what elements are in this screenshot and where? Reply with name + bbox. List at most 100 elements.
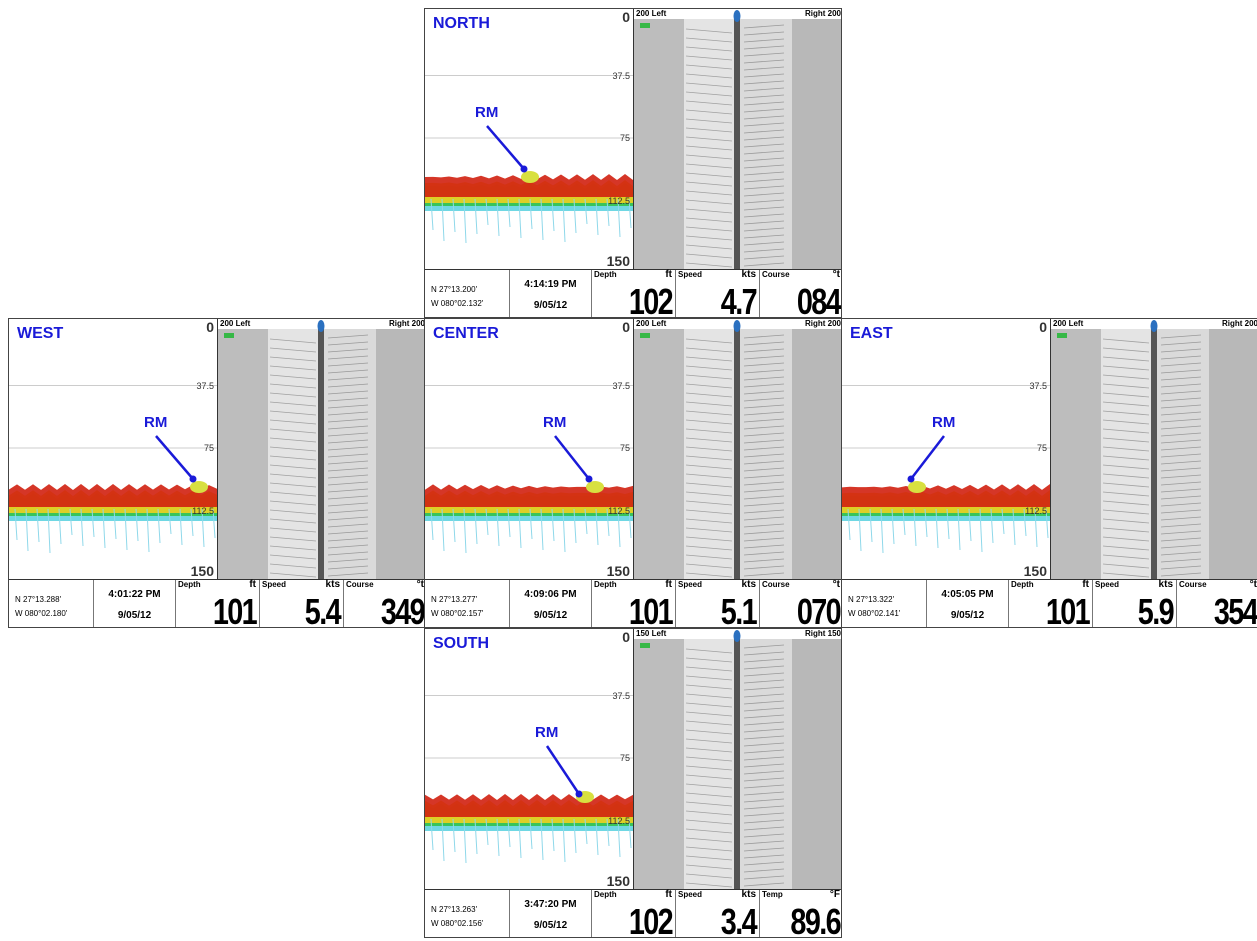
- texture: [685, 648, 733, 654]
- texture: [685, 837, 733, 843]
- clutter: [562, 508, 566, 553]
- clutter: [441, 198, 445, 242]
- sonar-panel: 0 37.5 75 112.5 150 WEST RM 200 Left Right 200 N …: [8, 318, 426, 628]
- image-band: [634, 639, 684, 889]
- clutter: [540, 818, 544, 861]
- texture: [1160, 502, 1202, 507]
- texture: [327, 404, 369, 409]
- texture: [743, 432, 785, 437]
- texture: [743, 45, 785, 50]
- texture: [1102, 410, 1150, 416]
- texture: [685, 855, 733, 861]
- texture: [685, 172, 733, 178]
- readout-value: 101: [628, 591, 674, 628]
- readout-value: 5.1: [720, 591, 758, 628]
- readout-unit: °t: [832, 269, 840, 280]
- readout-value: 89.6: [790, 901, 841, 938]
- clutter: [1023, 508, 1027, 537]
- clutter: [891, 508, 895, 545]
- texture: [743, 875, 785, 880]
- readout: Course °t 084: [760, 269, 841, 317]
- clutter: [452, 508, 456, 543]
- texture: [327, 390, 369, 395]
- texture: [685, 82, 733, 88]
- clutter: [430, 508, 434, 541]
- texture: [685, 801, 733, 807]
- texture: [1160, 453, 1202, 458]
- texture: [743, 24, 785, 29]
- image-band: [1051, 329, 1101, 579]
- depth-label: 37.5: [1029, 380, 1047, 391]
- clutter: [595, 198, 599, 236]
- texture: [685, 253, 733, 259]
- time-cell: 4:05:05 PM 9/05/12: [927, 580, 1009, 627]
- side-image: [218, 319, 425, 579]
- texture: [269, 428, 317, 434]
- clutter: [628, 198, 632, 229]
- texture: [269, 473, 317, 479]
- texture: [1160, 334, 1202, 339]
- texture: [685, 482, 733, 488]
- texture: [685, 563, 733, 569]
- texture: [743, 460, 785, 465]
- readout: Temp °F 89.6: [760, 889, 841, 938]
- texture: [685, 410, 733, 416]
- texture: [685, 491, 733, 497]
- texture: [269, 518, 317, 524]
- clutter: [628, 818, 632, 849]
- texture: [269, 500, 317, 506]
- texture: [743, 847, 785, 852]
- texture: [1102, 428, 1150, 434]
- clutter: [146, 508, 150, 553]
- texture: [685, 518, 733, 524]
- date: 9/05/12: [533, 300, 568, 311]
- texture: [685, 873, 733, 879]
- texture: [743, 206, 785, 211]
- readout-label: Speed: [678, 890, 703, 899]
- texture: [743, 157, 785, 162]
- texture: [743, 227, 785, 232]
- readout-value: 354: [1213, 591, 1257, 628]
- texture: [1102, 347, 1150, 353]
- texture: [743, 861, 785, 866]
- texture: [1102, 446, 1150, 452]
- texture: [743, 397, 785, 402]
- fish-icon: [1057, 333, 1067, 338]
- readout-unit: °t: [416, 579, 424, 590]
- rm-label: RM: [543, 414, 567, 431]
- readout: Speed kts 5.9: [1093, 579, 1177, 627]
- texture: [743, 742, 785, 747]
- clutter: [474, 818, 478, 855]
- texture: [1160, 481, 1202, 486]
- texture: [1102, 482, 1150, 488]
- readout-label: Depth: [594, 890, 617, 899]
- side-image: [634, 9, 841, 269]
- texture: [685, 46, 733, 52]
- rm-label: RM: [535, 724, 559, 741]
- texture: [1102, 392, 1150, 398]
- depth-label: 0: [1039, 319, 1047, 335]
- rm-label: RM: [932, 414, 956, 431]
- texture: [743, 530, 785, 535]
- panel-name: SOUTH: [433, 635, 489, 652]
- texture: [743, 369, 785, 374]
- longitude: W 080°02.132': [431, 299, 484, 308]
- longitude: W 080°02.157': [431, 609, 484, 618]
- position-cell: N 27°13.288' W 080°02.180': [9, 580, 94, 627]
- sonar-graphic: [425, 75, 633, 244]
- texture: [743, 812, 785, 817]
- texture: [685, 199, 733, 205]
- texture: [327, 425, 369, 430]
- texture: [685, 702, 733, 708]
- texture: [685, 338, 733, 344]
- texture: [743, 777, 785, 782]
- side-imaging: 200 Left Right 200: [1050, 319, 1257, 579]
- clutter: [474, 508, 478, 545]
- texture: [743, 693, 785, 698]
- texture: [269, 527, 317, 533]
- fish-icon: [640, 23, 650, 28]
- readout-label: Speed: [1095, 580, 1120, 589]
- clutter: [25, 508, 29, 552]
- texture: [327, 502, 369, 507]
- clutter: [913, 508, 917, 547]
